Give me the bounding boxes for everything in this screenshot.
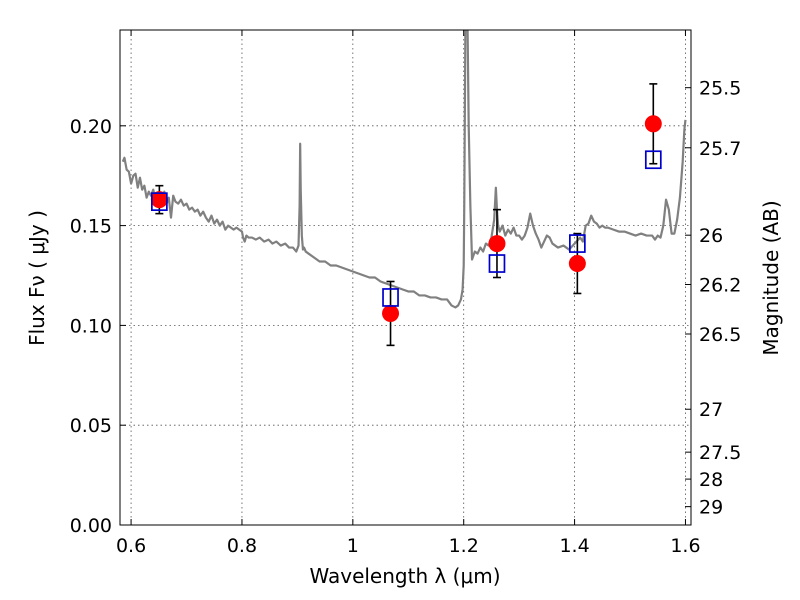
synthetic-point bbox=[488, 254, 506, 273]
y2-tick-label: 25.5 bbox=[699, 78, 741, 100]
synthetic-point bbox=[569, 234, 586, 253]
observed-point bbox=[382, 304, 400, 322]
y-tick-label: 0.10 bbox=[70, 315, 112, 337]
x-axis-label: Wavelength λ (μm) bbox=[309, 564, 500, 588]
synthetic-point bbox=[382, 288, 399, 307]
model-spectrum-layer bbox=[121, 30, 687, 309]
synthetic-point bbox=[644, 150, 662, 170]
y2-tick-label: 26.2 bbox=[699, 274, 741, 296]
y2-tick-label: 28 bbox=[699, 469, 723, 491]
observed-point bbox=[150, 191, 168, 209]
y-tick-label: 0.00 bbox=[70, 515, 112, 537]
y-axis-label: Flux Fν ( μJy ) bbox=[25, 210, 49, 346]
plot-background bbox=[120, 30, 691, 525]
y2-axis-label: Magnitude (AB) bbox=[759, 200, 783, 355]
x-tick-label: 0.8 bbox=[227, 535, 257, 557]
y2-tick-label: 26 bbox=[699, 225, 723, 247]
observed-point bbox=[644, 115, 662, 133]
y-tick-label: 0.20 bbox=[70, 116, 112, 138]
x-tick-label: 0.6 bbox=[116, 535, 146, 557]
y2-tick-label: 27.5 bbox=[699, 442, 741, 464]
model-spectrum-line bbox=[121, 30, 687, 309]
y2-tick-label: 26.5 bbox=[699, 324, 741, 346]
y2-tick-label: 27 bbox=[699, 399, 723, 421]
synthetic-point bbox=[151, 192, 168, 212]
axis-ticks: 0.6 0.8 1 1.2 1.4 1.6 0.00 0.05 0.10 0.15 0.20 25.5… bbox=[70, 30, 741, 557]
y-tick-label: 0.15 bbox=[70, 216, 112, 238]
x-tick-label: 1 bbox=[347, 535, 359, 557]
y2-tick-label: 25.7 bbox=[699, 138, 741, 160]
observed-points-layer bbox=[150, 115, 662, 322]
observed-point bbox=[488, 235, 506, 253]
x-tick-label: 1.2 bbox=[449, 535, 479, 557]
y-tick-label: 0.05 bbox=[70, 415, 112, 437]
plot-frame bbox=[119, 29, 692, 526]
y2-tick-label: 29 bbox=[699, 497, 723, 519]
x-tick-label: 1.6 bbox=[670, 535, 700, 557]
x-tick-label: 1.4 bbox=[559, 535, 589, 557]
synthetic-points-layer bbox=[151, 150, 662, 307]
observed-point bbox=[568, 255, 586, 273]
